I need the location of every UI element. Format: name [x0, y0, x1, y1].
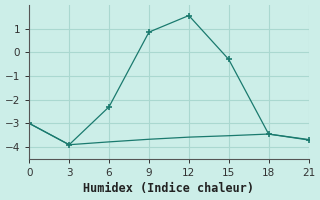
X-axis label: Humidex (Indice chaleur): Humidex (Indice chaleur) — [84, 182, 254, 195]
